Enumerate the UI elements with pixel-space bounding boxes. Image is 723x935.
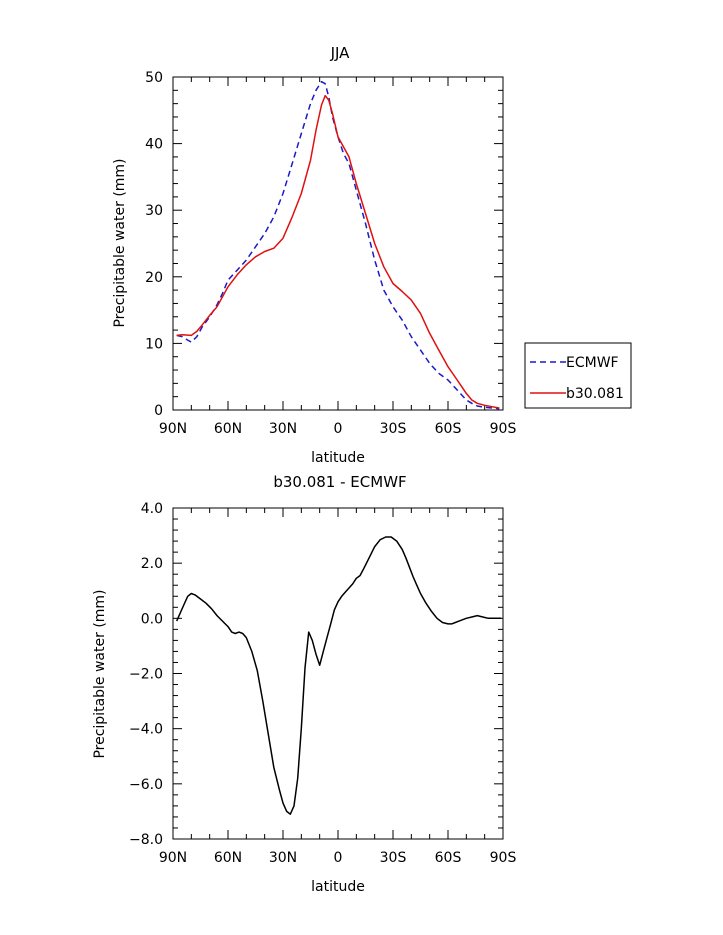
- x-tick-label: 60N: [214, 421, 242, 437]
- y-tick-label: 30: [145, 203, 163, 219]
- y-tick-label: 10: [145, 336, 163, 352]
- y-axis-label: Precipitable water (mm): [92, 589, 108, 758]
- series-line-difference: [176, 536, 502, 815]
- plot-frame: [172, 76, 504, 411]
- y-tick-label: 40: [145, 137, 163, 153]
- x-axis-label: latitude: [311, 879, 365, 895]
- y-tick-label: 4.0: [141, 501, 163, 517]
- x-tick-label: 90N: [159, 850, 187, 866]
- tick-labels: 90N 60N 30N 0 30S 60S 90S −8.0 −6.0 −4.0 −2.0 0.0 2.…: [129, 501, 516, 866]
- x-tick-label: 90S: [490, 850, 517, 866]
- y-tick-label: 20: [145, 270, 163, 286]
- x-tick-label: 60N: [214, 850, 242, 866]
- legend-label-b30: b30.081: [566, 386, 624, 402]
- y-tick-label: 50: [145, 70, 163, 86]
- legend-box: [524, 342, 632, 409]
- series-lines: [176, 536, 502, 815]
- y-tick-label: 0.0: [141, 611, 163, 627]
- x-axis-label: latitude: [311, 450, 365, 466]
- chart-title: b30.081 - ECMWF: [273, 473, 406, 491]
- legend-label-ecmwf: ECMWF: [566, 355, 619, 371]
- plot-frame: [172, 507, 504, 840]
- axis-ticks: [172, 76, 504, 411]
- tick-labels: 90N 60N 30N 0 30S 60S 90S 0 10 20 30 40 50: [145, 70, 516, 437]
- x-tick-label: 90S: [490, 421, 517, 437]
- x-tick-label: 60S: [435, 421, 462, 437]
- precip-water-difference-chart: b30.081 - ECMWF 90N 60N 30N 0 30S 60S 90S −8.0 −…: [92, 473, 516, 895]
- y-tick-label: 2.0: [141, 556, 163, 572]
- legend: ECMWF b30.081: [524, 342, 632, 409]
- y-tick-label: −6.0: [129, 777, 163, 793]
- x-tick-label: 90N: [159, 421, 187, 437]
- x-tick-label: 0: [334, 850, 343, 866]
- series-lines: [176, 80, 500, 410]
- x-tick-label: 30S: [380, 850, 407, 866]
- y-tick-label: −8.0: [129, 832, 163, 848]
- y-tick-label: −4.0: [129, 722, 163, 738]
- x-tick-label: 60S: [435, 850, 462, 866]
- y-axis-label: Precipitable water (mm): [112, 158, 128, 327]
- y-tick-label: −2.0: [129, 667, 163, 683]
- x-tick-label: 30N: [269, 850, 297, 866]
- precip-water-latitude-chart: JJA 90N 60N 30N 0 30S 60S 90S 0 10 20 30 40 50 latit…: [112, 44, 632, 466]
- x-tick-label: 0: [334, 421, 343, 437]
- series-line-ecmwf: [176, 80, 500, 410]
- axis-ticks: [172, 507, 504, 840]
- x-tick-label: 30S: [380, 421, 407, 437]
- series-line-b30-081: [176, 94, 500, 409]
- y-tick-label: 0: [154, 403, 163, 419]
- x-tick-label: 30N: [269, 421, 297, 437]
- chart-title: JJA: [330, 44, 351, 62]
